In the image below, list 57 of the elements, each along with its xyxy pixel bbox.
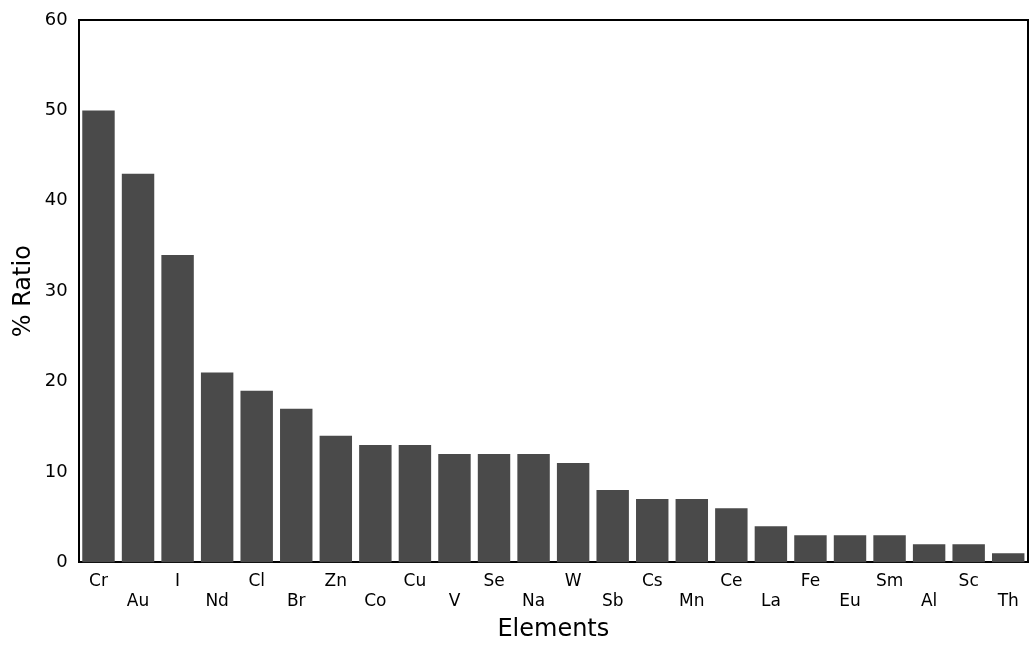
x-tick-label: Nd (205, 590, 229, 611)
x-tick-label: Ce (720, 570, 743, 591)
bar (82, 110, 115, 563)
x-tick-label: Th (996, 590, 1019, 611)
x-tick-label: Se (483, 570, 505, 591)
bar (873, 535, 906, 563)
x-tick-label: Zn (324, 570, 348, 591)
x-tick-label: Cl (248, 570, 265, 591)
x-tick-label: V (448, 590, 461, 611)
x-tick-label: Br (286, 590, 306, 611)
bar (319, 435, 353, 563)
x-tick-label: Mn (679, 590, 705, 611)
x-tick-label: Cs (641, 570, 663, 591)
bar (754, 526, 788, 563)
bar (477, 453, 511, 563)
bar (398, 444, 432, 563)
bar (833, 535, 867, 563)
x-tick-label: W (564, 570, 582, 591)
y-tick-label: 40 (44, 188, 68, 210)
x-tick-label: Sm (875, 570, 904, 591)
y-tick-label: 60 (44, 7, 68, 29)
bar (556, 462, 590, 563)
bar (912, 544, 946, 563)
bar (359, 444, 392, 563)
bar (992, 553, 1025, 563)
x-axis-title: Elements (497, 613, 610, 642)
bar (794, 535, 827, 563)
x-tick-label: Au (126, 590, 150, 611)
x-tick-label: Fe (800, 570, 821, 591)
y-tick-label: 20 (44, 369, 68, 391)
y-tick-label: 0 (56, 550, 68, 572)
x-tick-label: Sc (958, 570, 979, 591)
bar (121, 173, 155, 563)
bar (596, 490, 629, 563)
bar (161, 255, 194, 563)
y-axis-title: % Ratio (7, 245, 36, 338)
x-tick-label: Cu (403, 570, 427, 591)
y-tick-label: 10 (44, 459, 68, 481)
x-tick-label: Sb (601, 590, 624, 611)
bar (240, 390, 273, 563)
y-tick-label: 50 (44, 98, 68, 120)
bar (952, 544, 985, 563)
bar (715, 508, 748, 563)
bar (517, 453, 550, 563)
bar (200, 372, 234, 563)
x-tick-label: Cr (89, 570, 108, 591)
x-tick-label: La (760, 590, 781, 611)
bar (280, 408, 313, 563)
x-tick-label: Co (364, 590, 387, 611)
x-tick-label: Eu (839, 590, 861, 611)
x-tick-label: Na (522, 590, 546, 611)
x-tick-label: Al (920, 590, 938, 611)
y-tick-label: 30 (44, 278, 68, 300)
bar (675, 499, 709, 563)
bar (636, 499, 669, 563)
bar (438, 453, 471, 563)
x-tick-label: I (175, 570, 181, 591)
